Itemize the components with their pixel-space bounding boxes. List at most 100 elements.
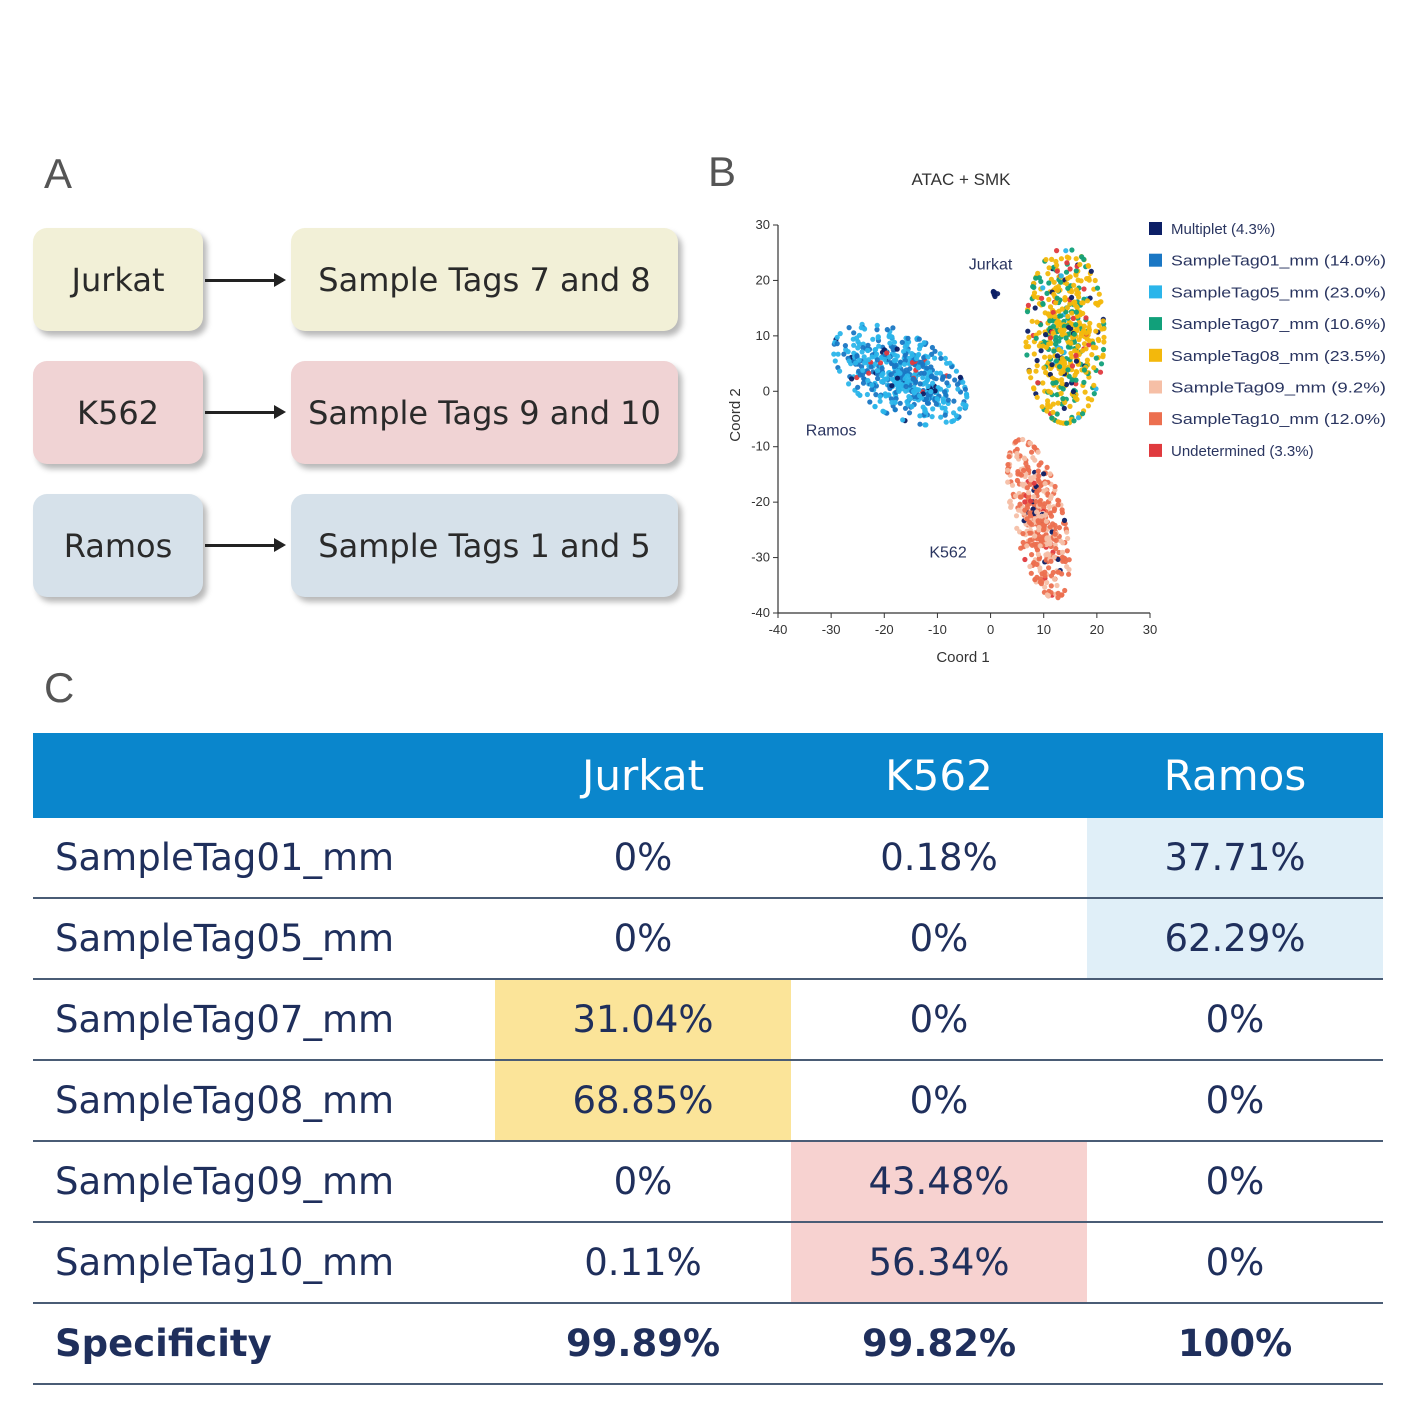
scatter-point (917, 413, 923, 419)
scatter-point (957, 406, 963, 412)
scatter-point (1043, 518, 1049, 524)
y-tick-label: 0 (763, 383, 770, 398)
scatter-point (1074, 291, 1080, 297)
legend-swatch (1149, 317, 1162, 331)
scatter-point (922, 408, 928, 414)
scatter-point (898, 359, 904, 365)
scatter-point (920, 375, 926, 381)
scatter-point (1062, 361, 1068, 367)
scatter-point (1052, 483, 1058, 490)
scatter-point (1064, 305, 1070, 311)
table-row: SampleTag01_mm 0% 0.18% 37.71% (33, 818, 1383, 897)
scatter-point (886, 354, 892, 360)
panel-label-a: A (44, 150, 73, 197)
scatter-point (953, 368, 959, 374)
scatter-point (1046, 552, 1052, 558)
scatter-point (1054, 268, 1060, 274)
scatter-point (1035, 551, 1041, 558)
scatter-point (881, 409, 887, 415)
scatter-point (964, 392, 970, 398)
scatter-point (942, 355, 948, 361)
scatter-point (1066, 373, 1072, 379)
scatter-point (856, 341, 862, 347)
scatter-point (1081, 341, 1088, 347)
scatter-point (1053, 537, 1059, 543)
scatter-point (1052, 506, 1058, 512)
scatter-point (889, 334, 895, 340)
scatter-point (1059, 592, 1065, 598)
scatter-point (834, 341, 840, 347)
scatter-point (1053, 334, 1059, 340)
scatter-point (1076, 337, 1082, 343)
table-cell: 0.18% (880, 836, 998, 879)
scatter-point (1084, 276, 1090, 282)
scatter-point (1024, 309, 1031, 315)
scatter-point (928, 388, 934, 395)
scatter-point (1046, 388, 1052, 394)
scatter-point (1094, 285, 1101, 291)
scatter-point (905, 373, 911, 379)
scatter-point (846, 325, 852, 331)
scatter-point (1074, 305, 1080, 311)
scatter-point (924, 365, 930, 371)
scatter-point (1025, 328, 1031, 334)
scatter-point (1035, 380, 1041, 386)
scatter-point (1043, 257, 1049, 263)
scatter-point (1018, 545, 1024, 551)
scatter-point (940, 396, 946, 402)
scatter-point (1049, 415, 1055, 421)
scatter-point (1076, 411, 1082, 417)
scatter-point (1073, 309, 1079, 315)
scatter-point (1053, 300, 1059, 306)
y-tick-label: -20 (751, 494, 770, 509)
scatter-point (1054, 262, 1060, 268)
x-tick-label: 30 (1143, 622, 1157, 637)
scatter-point (1029, 542, 1035, 548)
row-divider (33, 1140, 1383, 1142)
row-label: SampleTag01_mm (55, 836, 395, 879)
scatter-point (1025, 490, 1032, 496)
scatter-point (1064, 420, 1070, 426)
scatter-point (924, 400, 931, 406)
scatter-point (1073, 272, 1079, 278)
table-cell: 0.11% (584, 1241, 702, 1284)
scatter-point (1044, 579, 1050, 586)
scatter-point (1083, 346, 1089, 352)
scatter-point (1037, 579, 1043, 585)
scatter-point (909, 351, 915, 357)
y-tick-label: 10 (756, 328, 770, 343)
scatter-point (1058, 390, 1064, 396)
scatter-point (892, 352, 898, 358)
scatter-point (860, 345, 866, 351)
scatter-point (866, 370, 872, 376)
scatter-point (862, 326, 868, 332)
scatter-point (1021, 455, 1027, 461)
scatter-point (1047, 304, 1054, 310)
scatter-point (924, 396, 930, 402)
scatter-point (865, 357, 872, 363)
table-cell: 100% (1177, 1322, 1293, 1365)
scatter-point (1005, 462, 1011, 468)
scatter-point (1058, 256, 1064, 262)
scatter-point (1041, 527, 1047, 533)
scatter-point (938, 414, 944, 420)
scatter-point (943, 419, 949, 425)
scatter-point (855, 345, 861, 351)
scatter-point (899, 339, 905, 345)
scatter-point (1022, 499, 1028, 505)
scatter-point (1057, 364, 1063, 370)
row-label: SampleTag10_mm (55, 1241, 395, 1284)
scatter-point (1034, 319, 1040, 325)
scatter-point (932, 348, 938, 354)
arrow-right-icon (205, 273, 286, 287)
scatter-point (1007, 499, 1013, 505)
scatter-point (1065, 367, 1071, 373)
scatter-point (1033, 335, 1039, 341)
scatter-point (1054, 582, 1060, 589)
scatter-point (1038, 460, 1044, 466)
scatter-point (869, 354, 875, 360)
scatter-point (1095, 336, 1101, 342)
scatter-point (1033, 275, 1039, 281)
scatter-point (1037, 543, 1043, 549)
scatter-point (832, 358, 838, 364)
